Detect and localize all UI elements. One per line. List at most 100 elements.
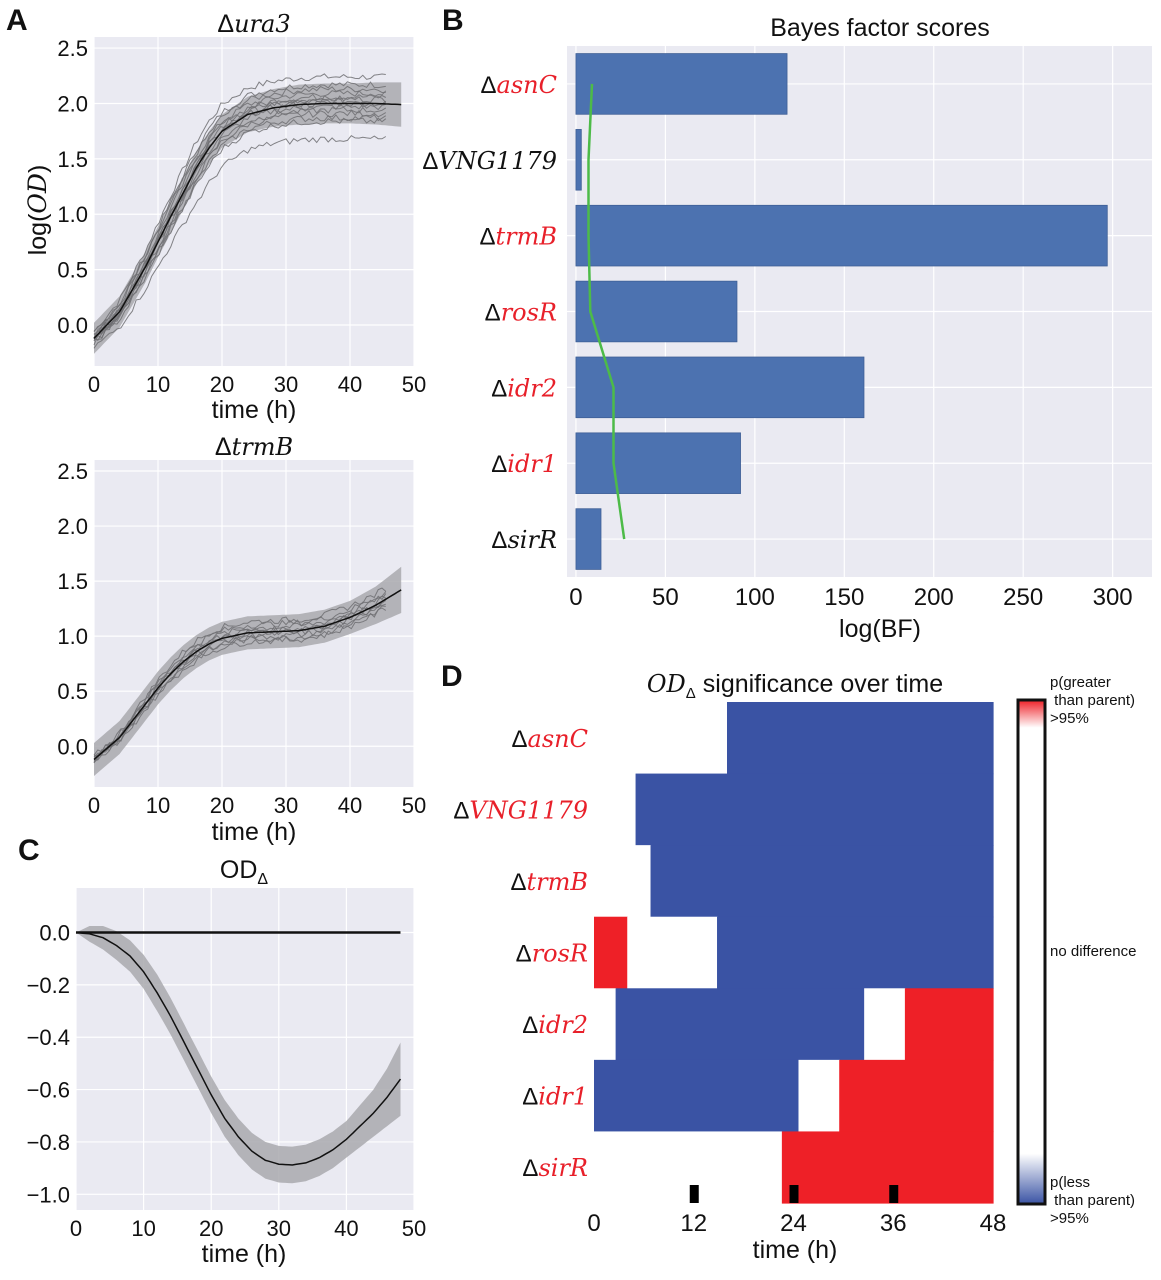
x-tick-labels: 0 10 20 30 40 50 (70, 1216, 426, 1241)
mean-line (93, 102, 402, 339)
x-tick-label: 50 (652, 584, 679, 611)
y-tick-label: 0.5 (57, 258, 88, 283)
x-tick-label: 20 (210, 793, 234, 818)
category-label-asnC: ΔasnC (481, 71, 557, 99)
x-tick-label: 40 (334, 1216, 358, 1241)
heat-cell-VNG1179-none (594, 773, 637, 846)
gene-name: asnC (528, 725, 588, 753)
panel-letter-c: C (18, 834, 40, 867)
gene-name: sirR (538, 1154, 588, 1182)
confidence-band (94, 82, 402, 354)
category-label-idr2: Δidr2 (491, 374, 557, 402)
row-label-VNG1179: ΔVNG1179 (453, 796, 588, 824)
y-tick-label: 2.5 (57, 36, 88, 61)
heat-cell-sirR-none (594, 1131, 783, 1204)
gene-name: idr2 (507, 374, 557, 402)
delta-symbol: Δ (522, 1084, 538, 1111)
panel-letter-d: D (441, 660, 463, 693)
colorbar-mid-label: no difference (1050, 943, 1136, 960)
y-tick-label: −0.4 (27, 1025, 70, 1050)
heat-cell-idr2-none (864, 988, 906, 1061)
x-tick-label: 0 (587, 1210, 600, 1237)
replicate-line (93, 114, 387, 346)
gene-name: sirR (507, 526, 557, 554)
x-tick-labels: 0 12 24 36 48 (587, 1210, 1006, 1237)
heat-cell-rosR-less (717, 916, 994, 989)
y-tick-labels: 0.0 −0.2 −0.4 −0.6 −0.8 −1.0 (27, 921, 70, 1208)
y-tick-label: 1.0 (57, 624, 88, 649)
y-tick-label: 2.0 (57, 91, 88, 116)
x-axis-label: time (h) (212, 818, 297, 846)
y-tick-labels: 0.0 0.5 1.0 1.5 2.0 2.5 (57, 36, 88, 338)
heat-cell-idr2-less (615, 988, 865, 1061)
category-label-VNG1179: ΔVNG1179 (422, 147, 557, 175)
y-tick-label: 1.0 (57, 202, 88, 227)
y-tick-label: −0.6 (27, 1078, 70, 1103)
chart-title: ODΔ significance over time (647, 670, 943, 702)
replicate-line (93, 135, 387, 349)
heat-cell-trmB-less (650, 845, 994, 918)
colorbar-top-label-1: p(greater (1050, 674, 1111, 691)
x-tick-label: 30 (274, 793, 298, 818)
x-tick-label: 100 (735, 584, 775, 611)
heat-cell-idr1-none (798, 1059, 840, 1133)
delta-symbol: Δ (522, 1012, 538, 1039)
y-tick-label: 0.0 (57, 313, 88, 338)
plot-marks (93, 566, 402, 776)
heat-cell-idr2-none (594, 988, 617, 1061)
gene-name: asnC (497, 71, 557, 99)
delta-symbol: Δ (522, 1155, 538, 1182)
heat-cell-VNG1179-less (635, 773, 994, 846)
category-label-trmB: ΔtrmB (479, 223, 557, 251)
heat-cell-trmB-none (594, 845, 652, 918)
chart-title: ODΔ (220, 856, 269, 888)
bar-VNG1179 (575, 129, 582, 191)
x-tick-label: 10 (146, 372, 170, 397)
confidence-band (94, 566, 402, 776)
time-marker (689, 1185, 699, 1203)
delta-symbol: Δ (481, 72, 497, 99)
gene-name: VNG1179 (469, 796, 588, 824)
x-tick-label: 30 (274, 372, 298, 397)
x-tick-label: 12 (680, 1210, 707, 1237)
threshold-line (587, 83, 626, 540)
heat-cell-asnC-less (727, 702, 994, 775)
panel-letter-a: A (6, 4, 28, 37)
replicate-line (93, 73, 386, 332)
panel-b-bayes-factor-chart: 0 50 100 150 200 250 300 ΔasnCΔVNG1179ΔtrmBΔro… (422, 14, 1152, 643)
delta-symbol: Δ (516, 941, 532, 968)
bars (575, 53, 1108, 570)
colorbar-bottom-label-1: p(less (1050, 1174, 1090, 1191)
gene-name: idr2 (538, 1011, 588, 1039)
delta-symbol: Δ (510, 869, 526, 896)
replicate-line (93, 607, 387, 762)
x-axis-label: time (h) (212, 396, 297, 424)
plot-marks (93, 73, 402, 354)
x-tick-label: 0 (70, 1216, 82, 1241)
colorbar-top-label-3: >95% (1050, 710, 1089, 727)
x-tick-label: 0 (569, 584, 582, 611)
replicate-line (93, 605, 386, 761)
time-marker (789, 1185, 799, 1203)
x-tick-label: 20 (199, 1216, 223, 1241)
delta-symbol: Δ (485, 300, 501, 327)
x-tick-label: 40 (338, 372, 362, 397)
delta-symbol: Δ (453, 797, 469, 824)
plot-marks (75, 926, 402, 1184)
replicate-line (93, 85, 386, 339)
y-axis-label-part: log( (24, 213, 52, 255)
x-tick-label: 50 (402, 1216, 426, 1241)
y-tick-label: −0.2 (27, 973, 70, 998)
x-tick-label: 24 (780, 1210, 807, 1237)
x-axis-label: time (h) (202, 1240, 287, 1268)
gene-name: trmB (495, 223, 557, 251)
colorbar-bottom-label-2: than parent) (1050, 1192, 1135, 1209)
heat-cell-sirR-greater (781, 1131, 994, 1204)
panel-a-ura3-chart: 0 10 20 30 40 50 0.0 0.5 1.0 1.5 2.0 2.5 Δura3 tim… (23, 10, 426, 424)
heatmap-cells (594, 702, 994, 1204)
y-tick-label: 1.5 (57, 147, 88, 172)
y-tick-labels: 0.0 0.5 1.0 1.5 2.0 2.5 (57, 459, 88, 759)
heat-cell-rosR-greater (594, 916, 628, 989)
